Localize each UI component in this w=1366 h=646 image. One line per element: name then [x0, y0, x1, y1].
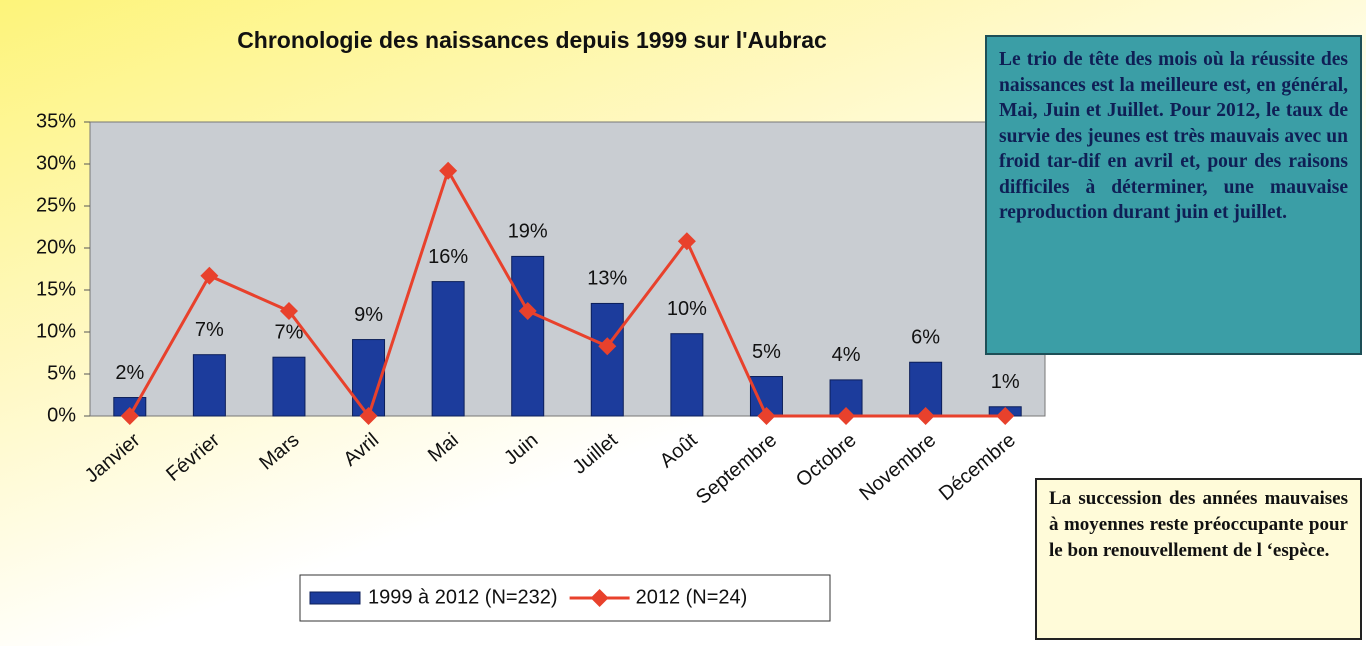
bar: [192, 354, 226, 417]
y-tick-label: 5%: [47, 362, 76, 384]
value-label: 7%: [195, 319, 224, 341]
x-tick-label: Janvier: [81, 429, 145, 488]
value-label: 4%: [832, 344, 861, 366]
marker: [757, 407, 776, 425]
marker: [837, 407, 856, 425]
value-label: 10%: [667, 298, 707, 320]
x-tick-label: Décembre: [935, 429, 1020, 505]
value-label: 9%: [354, 304, 383, 326]
line: [128, 167, 1006, 420]
marker: [518, 302, 537, 320]
marker: [439, 161, 458, 180]
x-tick-label: Avril: [339, 429, 383, 471]
x-tick-label: Septembre: [692, 429, 781, 509]
bar: [272, 356, 306, 417]
legend-swatch: [590, 589, 609, 607]
x-tick-label: Mars: [255, 429, 303, 474]
value-label: 1%: [991, 371, 1020, 393]
y-tick-label: 15%: [36, 278, 76, 300]
value-label: 7%: [275, 321, 304, 343]
y-tick-label: 0%: [47, 404, 76, 426]
marker: [677, 232, 696, 251]
value-label: 6%: [911, 327, 940, 349]
value-label: 19%: [508, 221, 548, 243]
y-tick-label: 35%: [36, 110, 76, 132]
x-tick-label: Mai: [424, 429, 463, 467]
y-tick-label: 30%: [36, 152, 76, 174]
legend-label: 2012 (N=24): [636, 586, 748, 608]
value-label: 5%: [752, 341, 781, 363]
marker: [359, 407, 378, 425]
legend-swatch: [309, 591, 361, 605]
annotation: Le trio de tête des mois où la réussite …: [985, 35, 1362, 355]
marker: [279, 302, 298, 320]
x-tick-label: Juin: [500, 429, 542, 469]
x-tick-label: Juillet: [569, 429, 623, 479]
y-tick-label: 20%: [36, 236, 76, 258]
marker: [120, 407, 139, 425]
value-label: 13%: [587, 268, 627, 290]
plot-area: [89, 121, 1046, 417]
x-tick-label: Août: [656, 429, 702, 473]
value-label: 2%: [115, 362, 144, 384]
legend: [299, 574, 831, 622]
marker: [996, 407, 1015, 425]
bar: [511, 255, 545, 417]
x-tick-label: Octobre: [792, 429, 861, 492]
marker: [916, 407, 935, 425]
bar: [590, 302, 624, 417]
bar: [670, 333, 704, 417]
marker: [598, 337, 617, 356]
marker: [200, 266, 219, 285]
value-label: 16%: [428, 246, 468, 268]
x-tick-label: Février: [162, 429, 224, 486]
legend-label: 1999 à 2012 (N=232): [368, 586, 558, 608]
y-tick-label: 25%: [36, 194, 76, 216]
chart-title: Chronologie des naissances depuis 1999 s…: [237, 27, 827, 53]
y-tick-label: 10%: [36, 320, 76, 342]
annotation: La succession des années mauvaises à moy…: [1035, 478, 1362, 640]
bar: [431, 281, 465, 417]
x-tick-label: Novembre: [855, 429, 940, 505]
